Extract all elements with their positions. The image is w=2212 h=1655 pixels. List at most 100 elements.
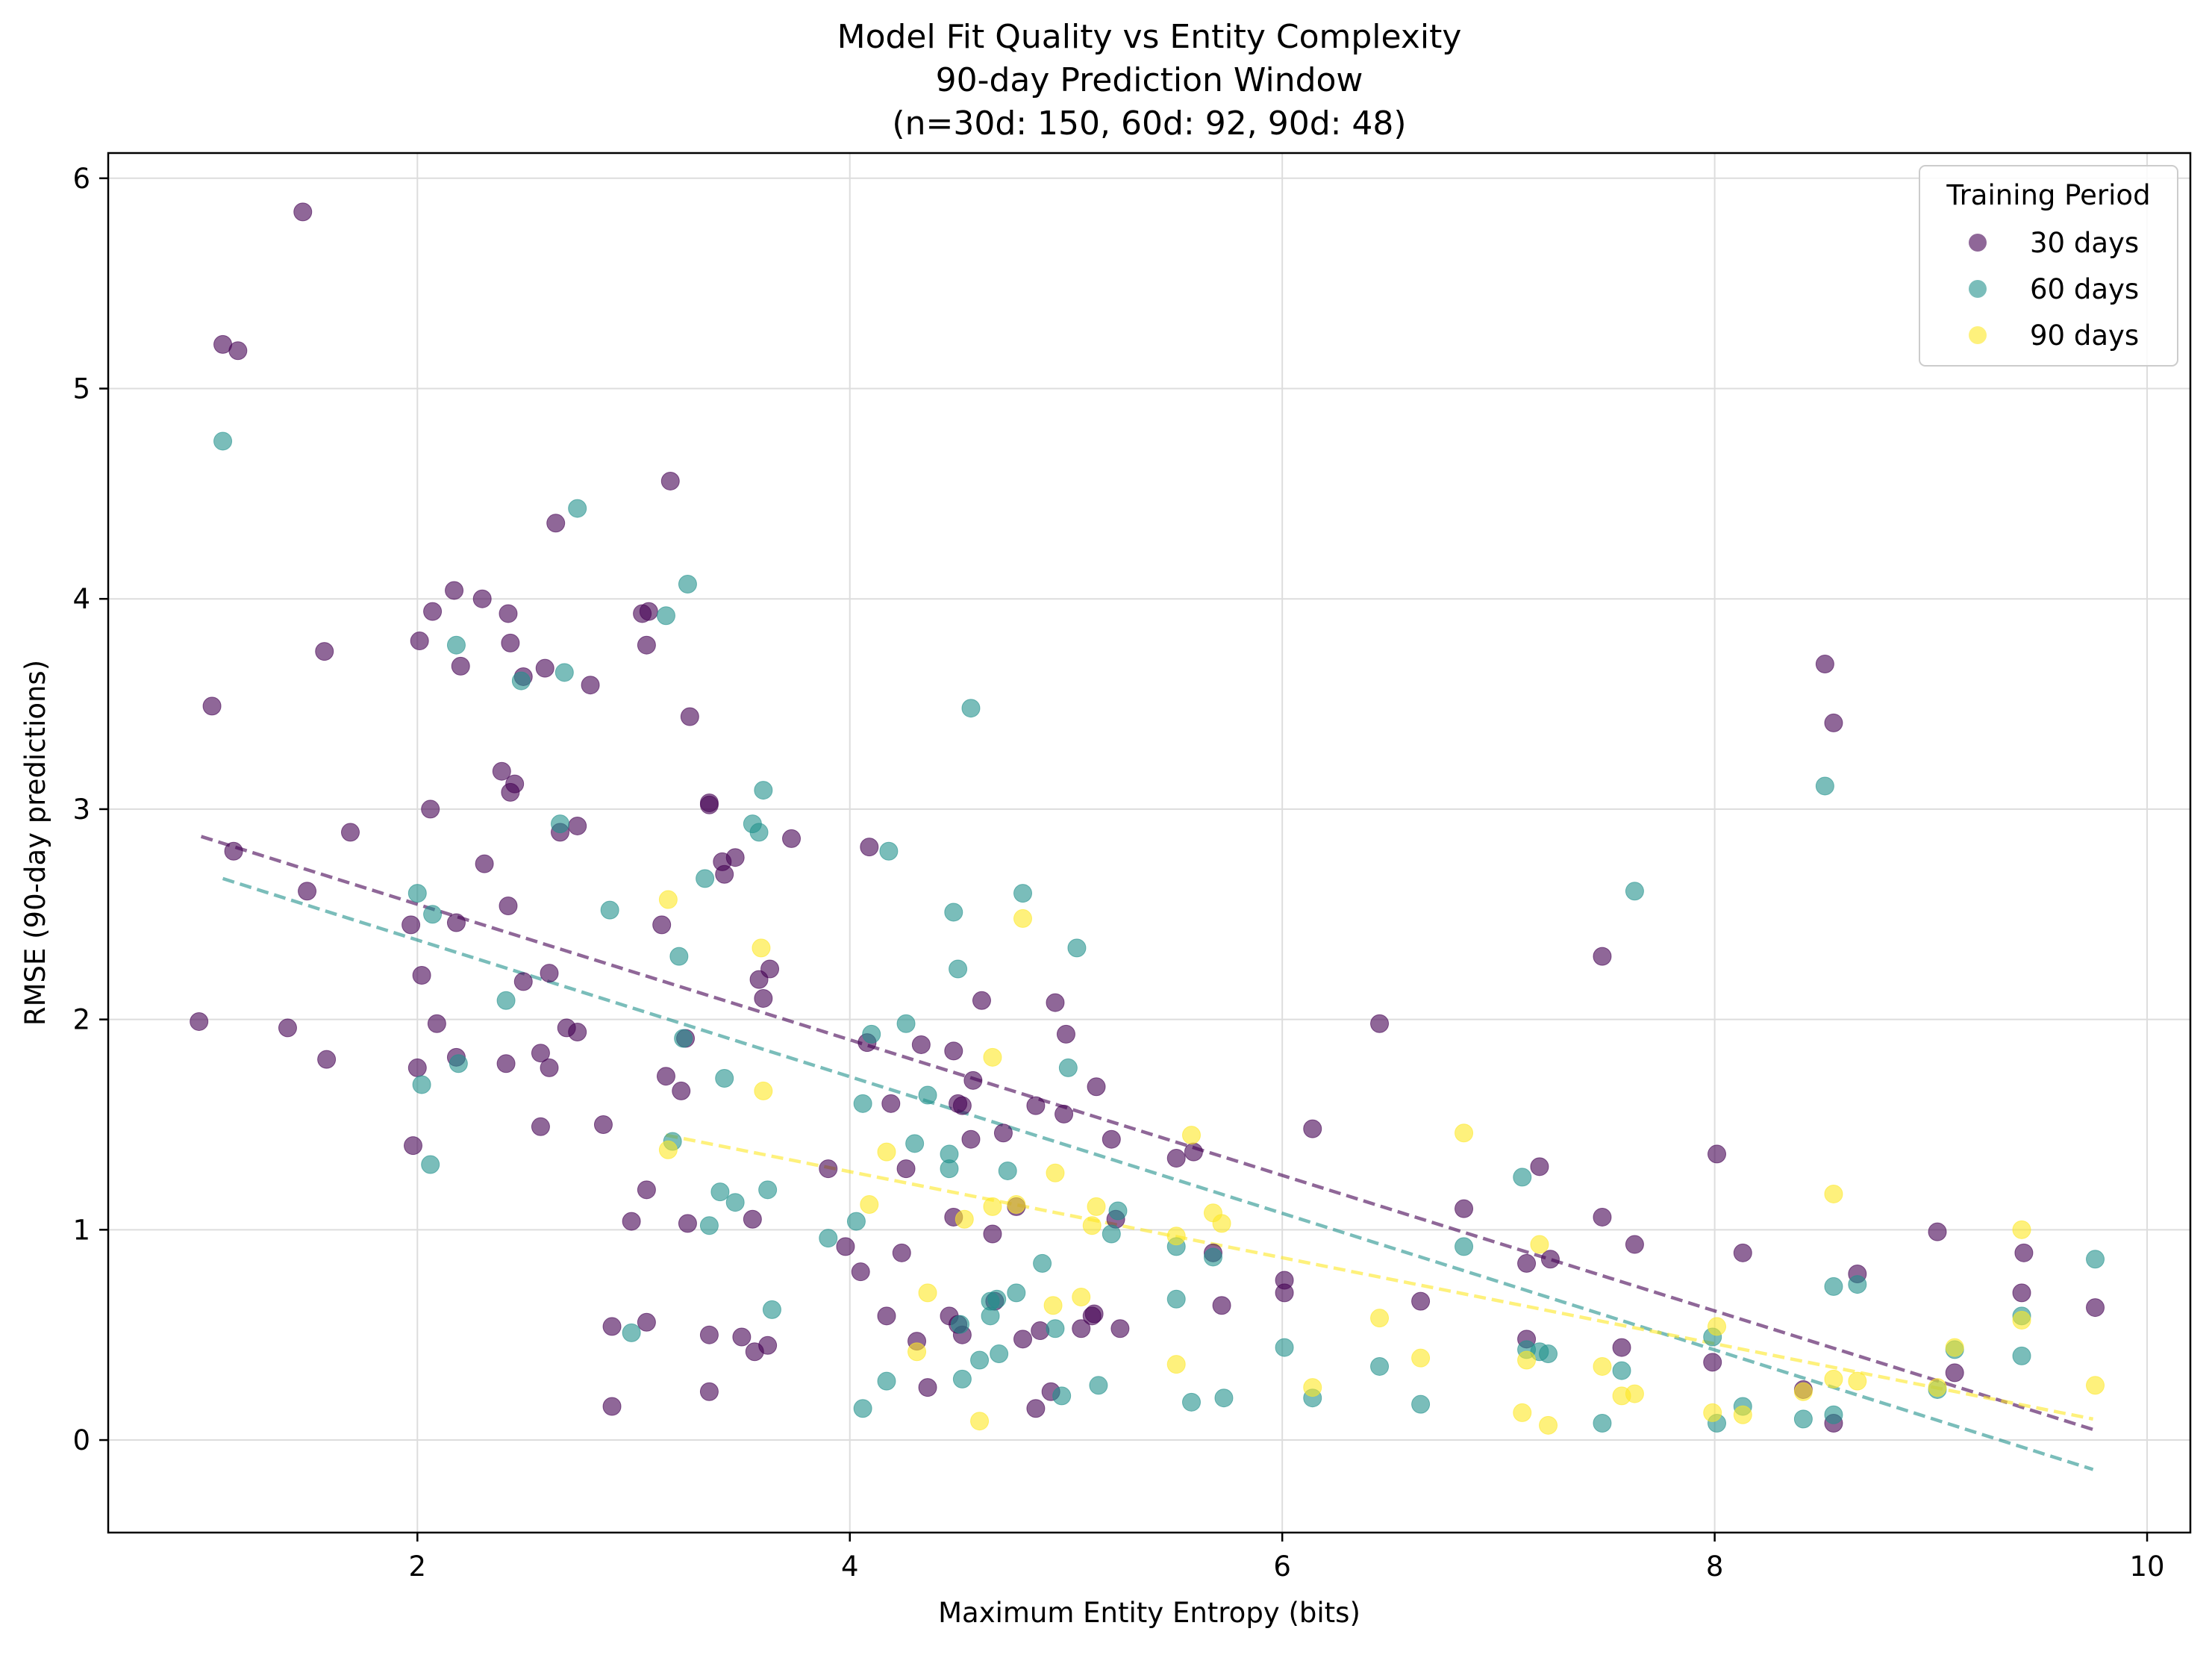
- data-point-30-days: [622, 1212, 641, 1231]
- trend-layer: [200, 835, 2094, 1471]
- data-point-30-days: [446, 913, 466, 932]
- data-point-90-days: [1046, 1163, 1065, 1182]
- data-point-90-days: [907, 1342, 927, 1362]
- data-point-60-days: [862, 1024, 881, 1044]
- data-point-30-days: [1593, 1207, 1612, 1227]
- data-point-30-days: [1212, 1296, 1231, 1315]
- data-point-90-days: [1043, 1296, 1063, 1315]
- data-point-30-days: [298, 882, 317, 901]
- data-point-60-days: [749, 823, 769, 842]
- data-point-30-days: [660, 471, 680, 490]
- data-point-90-days: [1625, 1384, 1644, 1403]
- data-point-30-days: [637, 1312, 656, 1332]
- data-point-90-days: [877, 1142, 896, 1162]
- data-point-90-days: [1082, 1216, 1102, 1235]
- data-point-60-days: [1455, 1237, 1474, 1256]
- data-point-90-days: [2012, 1310, 2031, 1330]
- data-point-30-days: [892, 1243, 911, 1262]
- legend-marker-90-days: [1969, 326, 1987, 344]
- data-point-30-days: [602, 1317, 622, 1336]
- plot-frame: [107, 152, 2192, 1534]
- data-point-60-days: [2012, 1346, 2031, 1365]
- data-point-90-days: [1370, 1309, 1390, 1328]
- data-point-60-days: [1007, 1283, 1026, 1303]
- data-point-60-days: [725, 1193, 745, 1212]
- trend-line-60-days: [222, 876, 2094, 1471]
- data-point-30-days: [293, 202, 313, 222]
- data-point-90-days: [1733, 1405, 1752, 1424]
- data-point-60-days: [762, 1300, 781, 1319]
- y-tick-label: 2: [72, 1004, 90, 1036]
- data-point-30-days: [423, 602, 443, 621]
- data-point-90-days: [1824, 1369, 1843, 1388]
- data-point-30-days: [1928, 1222, 1947, 1241]
- data-point-90-days: [860, 1195, 879, 1215]
- data-point-30-days: [581, 676, 600, 695]
- data-point-60-days: [1033, 1253, 1052, 1273]
- chart-title-line-3: (n=30d: 150, 60d: 92, 90d: 48): [892, 105, 1406, 143]
- data-point-60-days: [600, 900, 619, 920]
- data-point-60-days: [952, 1369, 972, 1388]
- series-90-days: [658, 890, 2105, 1435]
- y-tick-label: 5: [72, 373, 90, 405]
- grid-layer: [108, 153, 2190, 1533]
- data-point-90-days: [1945, 1338, 1964, 1357]
- data-point-60-days: [1848, 1275, 1867, 1294]
- data-point-30-days: [963, 1070, 983, 1090]
- data-point-60-days: [1166, 1289, 1186, 1309]
- y-tick-label: 6: [72, 163, 90, 195]
- data-point-90-days: [955, 1209, 974, 1229]
- data-point-30-days: [782, 829, 802, 848]
- data-point-90-days: [970, 1412, 990, 1431]
- data-point-30-days: [340, 823, 360, 842]
- data-point-30-days: [501, 633, 520, 652]
- data-point-60-days: [970, 1350, 990, 1370]
- data-point-30-days: [1370, 1014, 1390, 1033]
- data-point-30-days: [1824, 713, 1843, 732]
- data-point-30-days: [715, 864, 734, 884]
- chart-title-line-2: 90-day Prediction Window: [936, 61, 1363, 99]
- legend: Training Period 30 days 60 days 90 days: [1919, 165, 2178, 367]
- data-point-60-days: [949, 959, 968, 979]
- data-point-30-days: [639, 602, 658, 621]
- data-point-60-days: [981, 1306, 1000, 1326]
- data-point-30-days: [1055, 1104, 1074, 1123]
- data-point-60-days: [990, 1344, 1009, 1364]
- data-point-60-days: [669, 947, 689, 966]
- data-point-30-days: [678, 1214, 697, 1233]
- data-point-30-days: [896, 1159, 916, 1179]
- data-point-60-days: [819, 1229, 838, 1248]
- data-point-60-days: [1370, 1356, 1390, 1376]
- x-tick-label: 6: [1273, 1550, 1291, 1583]
- data-point-30-days: [2012, 1283, 2031, 1303]
- data-point-30-days: [228, 341, 248, 361]
- data-point-60-days: [961, 699, 981, 718]
- legend-label-60-days: 60 days: [2030, 273, 2139, 305]
- data-point-90-days: [1848, 1371, 1867, 1391]
- data-point-30-days: [1046, 993, 1065, 1012]
- data-point-60-days: [1214, 1388, 1234, 1408]
- chart-title: Model Fit Quality vs Entity Complexity 9…: [837, 18, 1462, 143]
- data-point-60-days: [944, 903, 963, 922]
- data-point-60-days: [554, 663, 574, 682]
- data-point-90-days: [1530, 1235, 1549, 1254]
- data-point-60-days: [1102, 1224, 1121, 1244]
- data-point-30-days: [593, 1115, 613, 1134]
- data-point-60-days: [853, 1399, 872, 1418]
- data-point-30-days: [602, 1397, 622, 1416]
- data-point-60-days: [998, 1161, 1017, 1180]
- data-point-30-days: [492, 761, 511, 781]
- data-point-30-days: [535, 658, 554, 678]
- data-point-60-days: [1275, 1338, 1294, 1357]
- data-point-90-days: [983, 1047, 1002, 1067]
- data-point-90-days: [1824, 1184, 1843, 1203]
- data-point-30-days: [421, 800, 440, 819]
- data-point-60-days: [1108, 1201, 1128, 1221]
- data-point-30-days: [451, 656, 470, 676]
- y-tick-label: 0: [72, 1424, 90, 1456]
- data-point-60-days: [699, 1216, 719, 1235]
- data-point-30-days: [1612, 1338, 1631, 1357]
- data-point-30-days: [699, 1382, 719, 1401]
- legend-label-30-days: 30 days: [2030, 227, 2139, 259]
- data-point-90-days: [1455, 1123, 1474, 1143]
